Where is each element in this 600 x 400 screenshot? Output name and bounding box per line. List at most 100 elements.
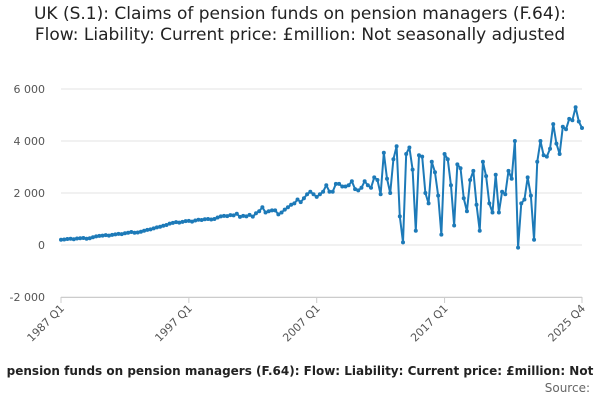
data-point[interactable] [119, 232, 124, 237]
data-point[interactable] [90, 235, 95, 240]
data-point[interactable] [94, 234, 99, 239]
data-point[interactable] [106, 233, 111, 238]
data-point[interactable] [532, 237, 537, 242]
data-point[interactable] [110, 232, 115, 237]
data-point[interactable] [538, 139, 543, 143]
data-point[interactable] [448, 183, 453, 188]
data-point[interactable] [151, 226, 156, 231]
data-point[interactable] [480, 159, 485, 164]
data-point[interactable] [474, 202, 479, 207]
data-point[interactable] [135, 230, 140, 235]
data-point[interactable] [410, 167, 415, 172]
data-point[interactable] [503, 192, 508, 197]
data-point[interactable] [116, 231, 121, 236]
data-point[interactable] [541, 153, 546, 158]
data-point[interactable] [298, 200, 303, 205]
data-point[interactable] [413, 228, 418, 233]
data-point[interactable] [359, 185, 364, 190]
data-point[interactable] [346, 183, 351, 188]
data-point[interactable] [231, 213, 236, 218]
data-point[interactable] [247, 212, 252, 217]
data-point[interactable] [567, 116, 572, 121]
data-point[interactable] [177, 220, 182, 225]
data-point[interactable] [161, 223, 166, 228]
data-point[interactable] [487, 201, 492, 206]
data-point[interactable] [519, 201, 524, 206]
data-point[interactable] [493, 172, 498, 177]
data-point[interactable] [138, 229, 143, 234]
data-point[interactable] [305, 192, 310, 197]
data-point[interactable] [78, 236, 83, 241]
data-point[interactable] [496, 210, 501, 215]
data-point[interactable] [199, 218, 204, 223]
data-point[interactable] [193, 218, 198, 223]
data-point[interactable] [87, 236, 92, 241]
data-point[interactable] [525, 175, 530, 180]
data-point[interactable] [206, 217, 211, 221]
data-point[interactable] [401, 240, 406, 245]
data-point[interactable] [59, 237, 63, 242]
data-point[interactable] [365, 183, 370, 188]
data-point[interactable] [378, 192, 383, 197]
data-point[interactable] [253, 211, 258, 216]
data-point[interactable] [429, 159, 434, 164]
data-point[interactable] [349, 179, 354, 184]
data-point[interactable] [576, 119, 581, 124]
data-point[interactable] [276, 212, 281, 217]
data-point[interactable] [372, 175, 377, 180]
data-point[interactable] [436, 193, 441, 198]
data-point[interactable] [145, 227, 150, 232]
data-point[interactable] [324, 183, 329, 188]
data-point[interactable] [327, 189, 332, 194]
data-point[interactable] [215, 215, 220, 220]
data-point[interactable] [439, 232, 444, 237]
data-point[interactable] [132, 230, 137, 235]
data-point[interactable] [113, 232, 118, 237]
data-point[interactable] [426, 201, 431, 206]
data-point[interactable] [330, 189, 335, 194]
data-point[interactable] [196, 217, 201, 222]
data-point[interactable] [560, 124, 565, 129]
data-point[interactable] [167, 221, 172, 226]
data-point[interactable] [97, 233, 102, 238]
data-point[interactable] [209, 217, 214, 222]
data-point[interactable] [420, 154, 425, 159]
data-point[interactable] [74, 236, 79, 241]
data-point[interactable] [394, 144, 399, 149]
data-point[interactable] [416, 153, 421, 158]
data-point[interactable] [282, 207, 287, 212]
data-point[interactable] [237, 214, 242, 219]
data-point[interactable] [385, 176, 390, 181]
data-point[interactable] [65, 237, 70, 242]
data-point[interactable] [190, 219, 195, 224]
data-point[interactable] [551, 122, 556, 127]
data-point[interactable] [442, 152, 447, 156]
data-point[interactable] [212, 217, 217, 221]
data-point[interactable] [381, 150, 386, 155]
data-point[interactable] [554, 141, 559, 146]
data-point[interactable] [218, 214, 223, 219]
data-point[interactable] [250, 214, 255, 219]
data-point[interactable] [362, 179, 367, 184]
data-point[interactable] [158, 224, 163, 229]
data-point[interactable] [343, 184, 348, 189]
data-point[interactable] [311, 192, 316, 197]
data-point[interactable] [573, 105, 578, 110]
data-point[interactable] [388, 191, 393, 195]
data-point[interactable] [512, 139, 517, 143]
data-point[interactable] [506, 168, 511, 173]
data-point[interactable] [407, 145, 412, 150]
data-point[interactable] [129, 230, 134, 234]
data-point[interactable] [337, 181, 342, 186]
data-point[interactable] [477, 228, 482, 233]
data-point[interactable] [375, 178, 380, 182]
data-point[interactable] [148, 227, 153, 232]
data-point[interactable] [289, 202, 294, 207]
data-point[interactable] [228, 213, 233, 218]
data-point[interactable] [340, 184, 345, 189]
data-point[interactable] [308, 189, 313, 194]
data-point[interactable] [81, 235, 86, 240]
data-point[interactable] [225, 214, 230, 219]
data-point[interactable] [222, 213, 227, 218]
data-point[interactable] [321, 189, 326, 194]
